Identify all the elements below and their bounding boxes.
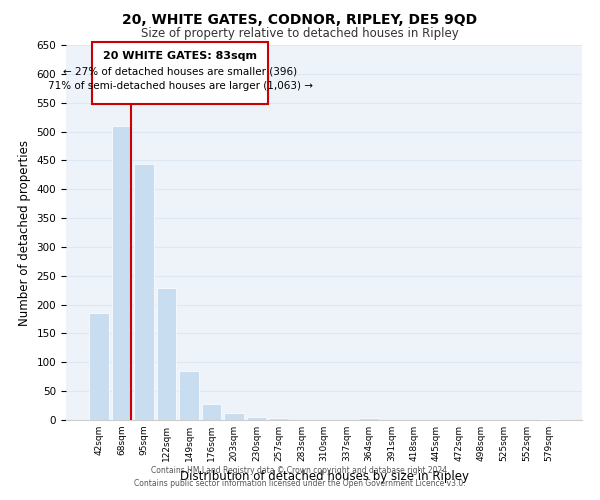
Text: 20, WHITE GATES, CODNOR, RIPLEY, DE5 9QD: 20, WHITE GATES, CODNOR, RIPLEY, DE5 9QD: [122, 12, 478, 26]
Text: Contains HM Land Registry data © Crown copyright and database right 2024.: Contains HM Land Registry data © Crown c…: [151, 466, 449, 475]
Bar: [224, 412, 244, 420]
Bar: [202, 404, 221, 420]
Text: 20 WHITE GATES: 83sqm: 20 WHITE GATES: 83sqm: [103, 51, 257, 61]
Text: Size of property relative to detached houses in Ripley: Size of property relative to detached ho…: [141, 28, 459, 40]
Bar: [359, 418, 379, 420]
Bar: [157, 288, 176, 420]
Bar: [179, 371, 199, 420]
Bar: [89, 314, 109, 420]
Text: Contains public sector information licensed under the Open Government Licence v3: Contains public sector information licen…: [134, 478, 466, 488]
Bar: [539, 419, 559, 420]
Bar: [112, 126, 131, 420]
X-axis label: Distribution of detached houses by size in Ripley: Distribution of detached houses by size …: [179, 470, 469, 482]
FancyBboxPatch shape: [92, 42, 268, 104]
Bar: [269, 418, 289, 420]
Bar: [247, 417, 266, 420]
Bar: [134, 164, 154, 420]
Text: ← 27% of detached houses are smaller (396): ← 27% of detached houses are smaller (39…: [63, 66, 297, 76]
Y-axis label: Number of detached properties: Number of detached properties: [18, 140, 31, 326]
Text: 71% of semi-detached houses are larger (1,063) →: 71% of semi-detached houses are larger (…: [47, 82, 313, 92]
